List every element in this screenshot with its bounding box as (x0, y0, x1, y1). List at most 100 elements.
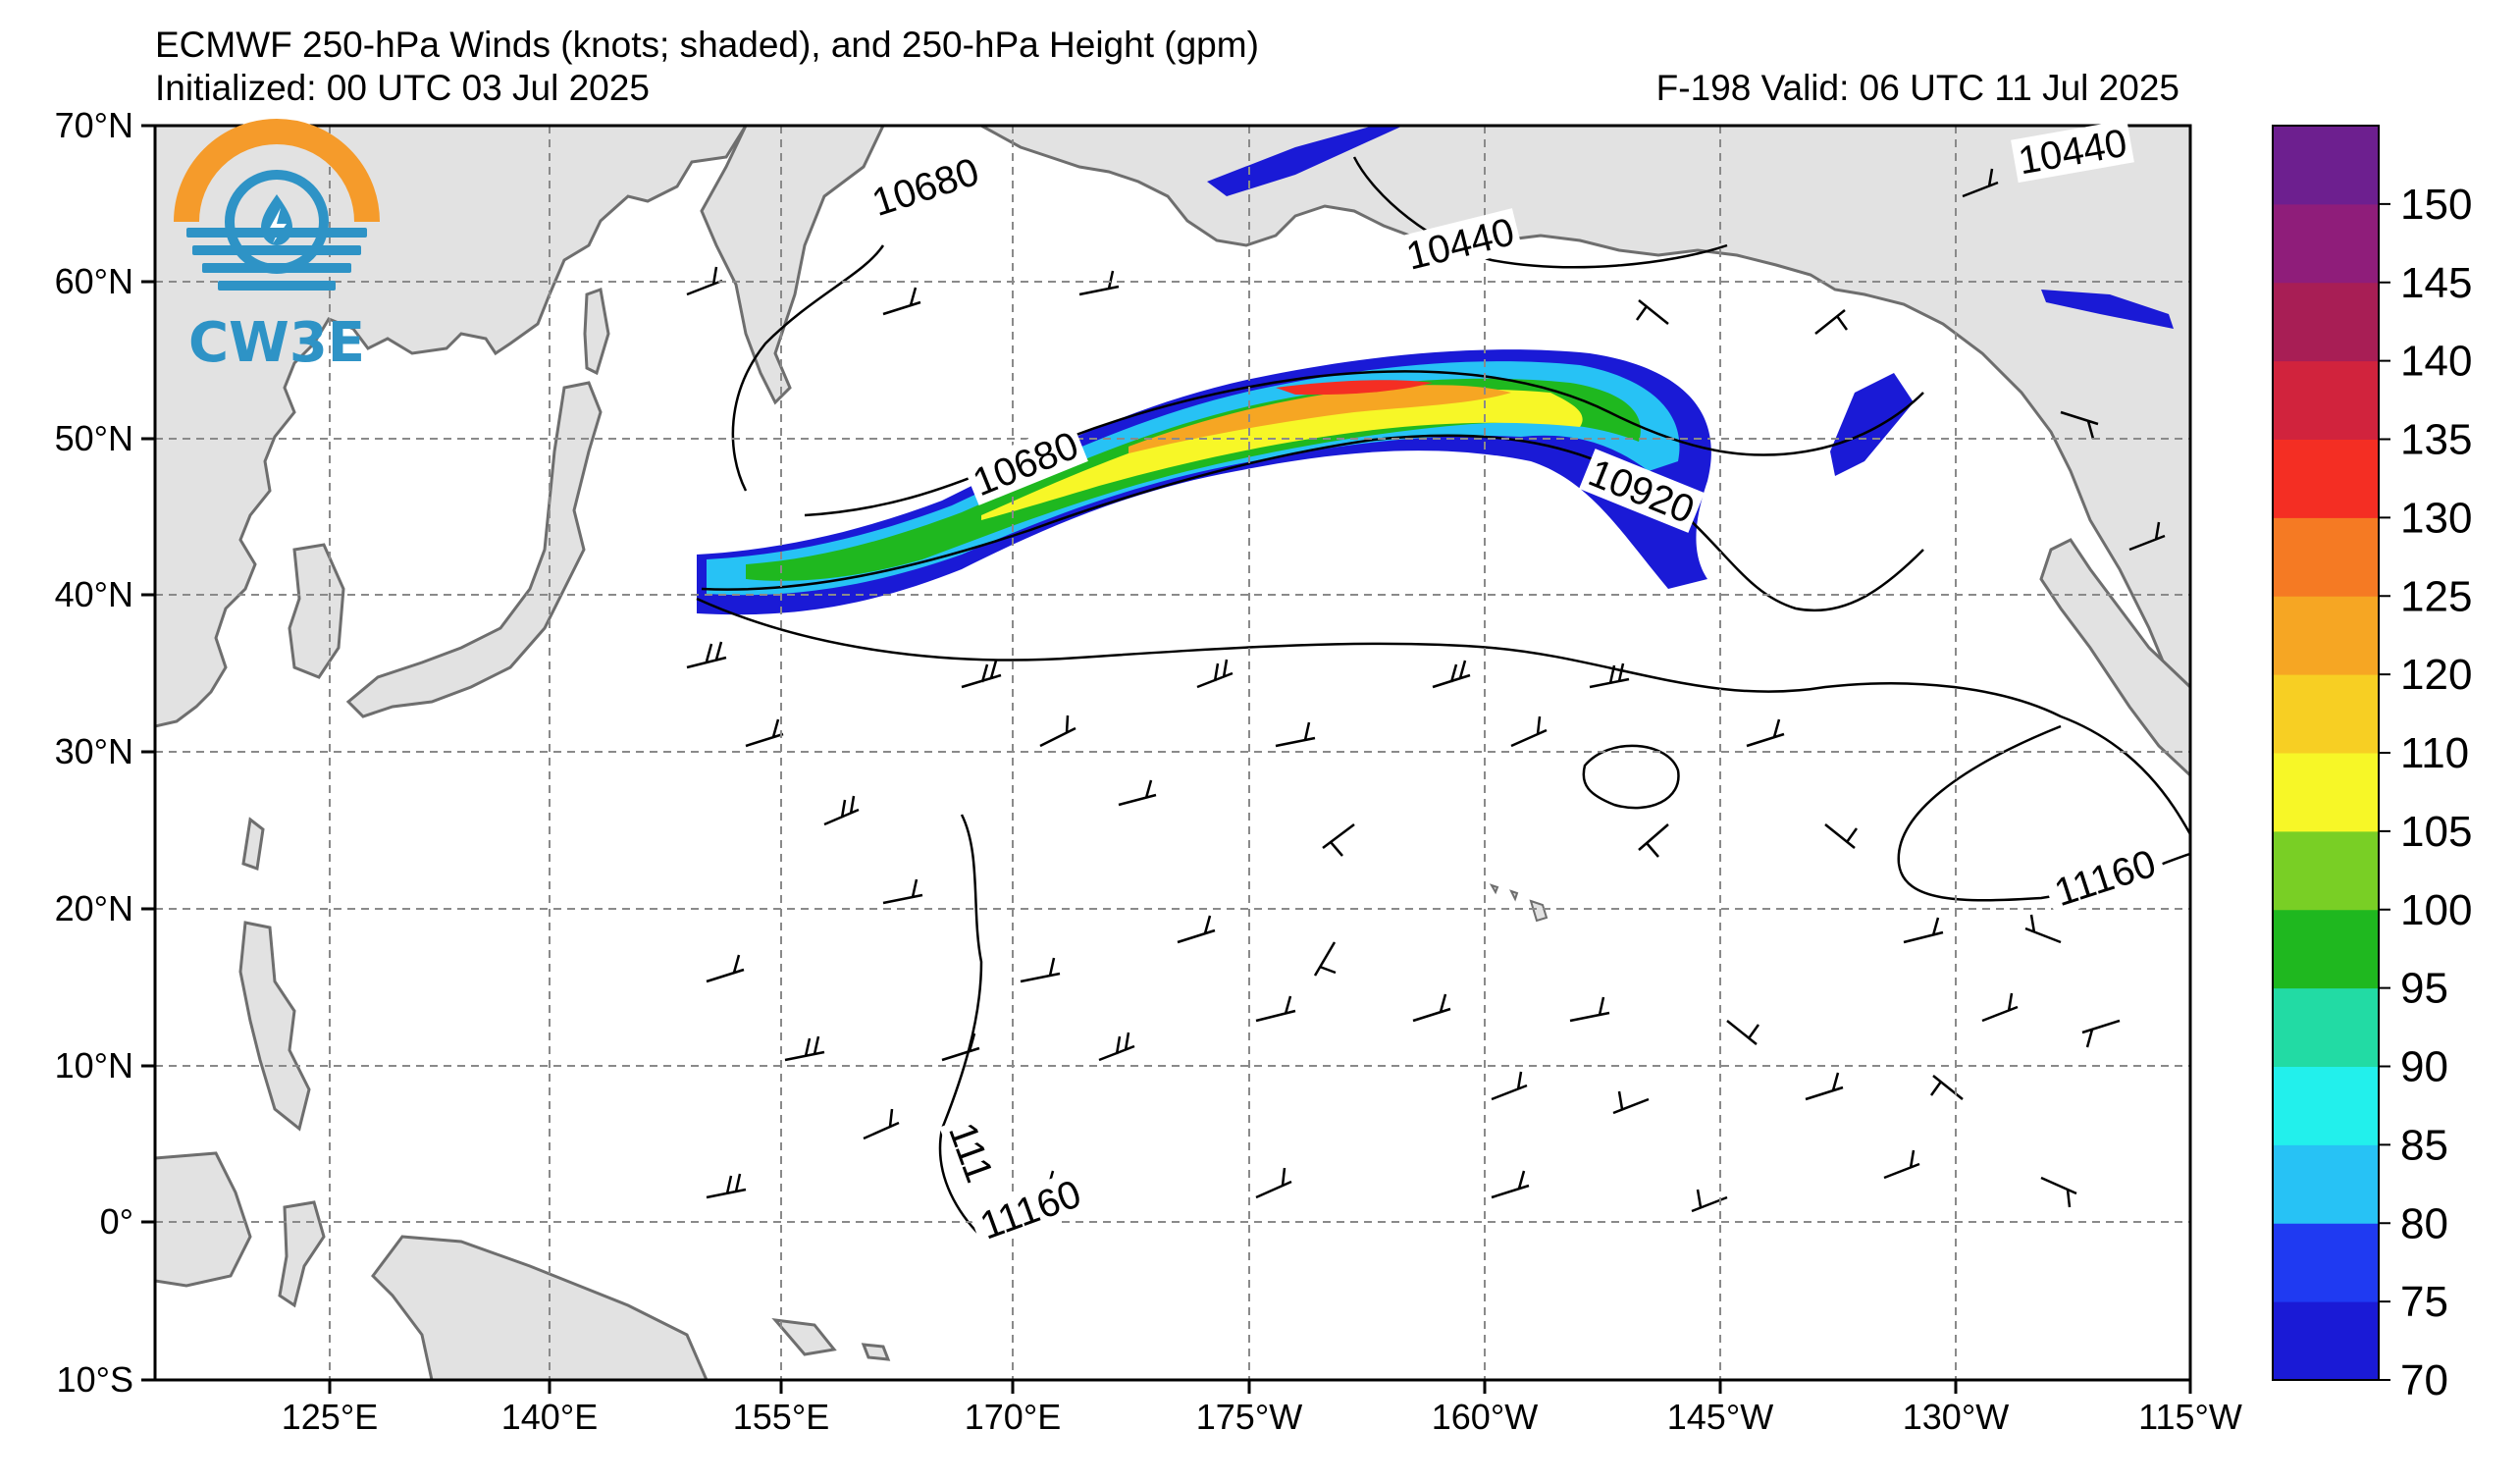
colorbar-label: 90 (2400, 1043, 2448, 1091)
wind-barb (1805, 1072, 1844, 1101)
wind-barb (941, 1033, 980, 1062)
lon-label: 125°E (282, 1397, 378, 1437)
wind-barb (1177, 915, 1216, 944)
wind-barb (1275, 721, 1316, 748)
colorbar-swatch (2273, 126, 2379, 205)
wind-barb (1962, 168, 1999, 198)
wind-barbs (686, 168, 2166, 1213)
wind-barb (1981, 992, 2019, 1023)
colorbar-swatch (2273, 1301, 2379, 1381)
map-title: ECMWF 250-hPa Winds (knots; shaded), and… (155, 25, 1259, 65)
wind-barb (1078, 270, 1120, 296)
lon-label: 115°W (2138, 1397, 2242, 1437)
logo-text: CW3E (188, 311, 365, 375)
wind-barb (1196, 659, 1234, 689)
wind-barb (1746, 718, 1785, 748)
valid-time-label: F-198 Valid: 06 UTC 11 Jul 2025 (1655, 68, 2179, 108)
wind-barb (686, 266, 723, 296)
wind-barb (2128, 521, 2166, 552)
colorbar-label: 75 (2400, 1278, 2448, 1326)
wind-barb (1322, 823, 1355, 857)
colorbar-label: 110 (2400, 729, 2469, 777)
lon-label: 170°E (965, 1397, 1061, 1437)
colorbar-label: 145 (2400, 259, 2472, 307)
contour-high (1582, 744, 1680, 810)
jet-95kt (746, 378, 1641, 581)
lat-label: 40°N (55, 574, 133, 614)
cw3e-logo: CW3E (174, 119, 380, 375)
wind-barb (1432, 660, 1471, 689)
wind-barb (1510, 715, 1548, 748)
colorbar-swatch (2273, 439, 2379, 518)
wind-barb (1491, 1071, 1528, 1101)
colorbar-label: 85 (2400, 1121, 2448, 1169)
axis-ticks (141, 124, 2192, 1394)
land-borneo (155, 1151, 252, 1288)
wind-barb (2060, 410, 2099, 440)
land-taiwan (241, 817, 265, 872)
contour-11160 (696, 597, 2190, 835)
wind-barb (706, 954, 745, 983)
lon-label: 175°W (1196, 1397, 1302, 1437)
wind-barb (961, 660, 1002, 689)
jet-70kt-bc (1830, 373, 1914, 476)
land-sakhalin (583, 287, 610, 376)
wind-barb (1814, 309, 1849, 335)
colorbar-swatch (2273, 596, 2379, 675)
jet-70kt-north (1207, 126, 1403, 196)
lat-label: 0° (100, 1201, 133, 1242)
land-alaska (980, 126, 2190, 710)
gridlines (155, 126, 2190, 1380)
jet-130kt (1276, 380, 1433, 396)
initialized-label: Initialized: 00 UTC 03 Jul 2025 (155, 68, 650, 108)
wind-barb (863, 1108, 900, 1140)
wind-barb (2040, 1176, 2077, 1208)
colorbar-swatch (2273, 1223, 2379, 1302)
wind-barb (1098, 1032, 1135, 1062)
colorbar-swatch (2273, 753, 2379, 832)
colorbar: 70 75 80 85 90 95 100 105 110 120 125 130 135 140 145 1… (2272, 125, 2472, 1404)
colorbar-swatch (2273, 517, 2379, 597)
colorbar-label: 120 (2400, 651, 2472, 699)
wind-barb (1612, 1090, 1650, 1115)
lat-label: 50°N (55, 418, 133, 458)
lat-label: 20°N (55, 888, 133, 928)
contour-10440 (1352, 156, 1728, 269)
lat-label: 70°N (55, 105, 133, 145)
wind-barb (1491, 1170, 1530, 1199)
colorbar-swatch (2273, 1144, 2379, 1224)
colorbar-swatch (2273, 282, 2379, 362)
wind-barb (1589, 662, 1630, 689)
wind-barb (1635, 299, 1669, 325)
colorbar-label: 105 (2400, 808, 2472, 856)
land-asia (155, 126, 748, 728)
land-philippines (238, 921, 311, 1132)
colorbar-label: 100 (2400, 886, 2472, 934)
wind-barb (1020, 957, 1061, 983)
colorbar-label: 70 (2400, 1356, 2448, 1404)
contour-11160-sw (938, 814, 983, 1238)
wind-barb (1824, 823, 1859, 849)
lat-label: 30°N (55, 731, 133, 771)
lat-label: 10°N (55, 1045, 133, 1086)
lon-label: 140°E (501, 1397, 598, 1437)
colorbar-swatch (2273, 909, 2379, 989)
wind-barb (882, 878, 923, 905)
jet-105kt (981, 389, 1583, 520)
land-new-guinea (371, 1235, 709, 1380)
wind-barb (1255, 995, 1296, 1023)
lon-label: 130°W (1903, 1397, 2009, 1437)
colorbar-label: 140 (2400, 338, 2472, 386)
colorbar-swatch (2273, 674, 2379, 754)
land-hawaii (1489, 883, 1549, 923)
wind-barb (823, 795, 860, 826)
lat-label: 10°S (57, 1359, 133, 1400)
colorbar-swatch (2273, 203, 2379, 284)
wind-shading (697, 126, 2174, 615)
wind-barb (686, 641, 727, 669)
contour-10920 (701, 434, 1924, 612)
jet-125kt (1129, 385, 1511, 453)
colorbar-swatch (2273, 360, 2379, 440)
wind-barb (1039, 715, 1076, 748)
